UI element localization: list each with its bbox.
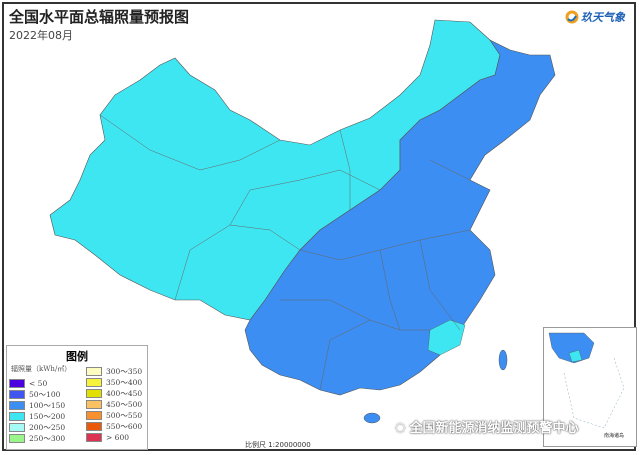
legend-label: 350～400 (106, 377, 143, 387)
legend-swatch (9, 433, 25, 443)
legend-title: 图例 (66, 350, 88, 363)
legend-swatch (86, 399, 102, 409)
legend-swatch (86, 432, 102, 442)
watermark-text: 全国新能源消纳监测预警中心 (409, 421, 579, 436)
legend-swatch (86, 377, 102, 387)
map-title: 全国水平面总辐照量预报图 (9, 8, 190, 26)
legend-label: 500～550 (106, 410, 143, 420)
legend-column-1: < 50 50～100 100～150 150～200 200～250 250～300 (9, 378, 65, 443)
legend-swatch (86, 410, 102, 420)
logo: 玖天气象 (565, 9, 625, 25)
logo-swirl-icon (565, 10, 579, 24)
legend-swatch (9, 422, 25, 432)
legend: 图例 辐照量（kWh/㎡） < 50 50～100 100～150 150～200 20… (6, 345, 148, 450)
legend-label: < 50 (29, 378, 48, 388)
legend-item: 550～600 (86, 421, 142, 431)
legend-label: 150～200 (29, 411, 66, 421)
legend-label: 50～100 (29, 389, 61, 399)
legend-unit: 辐照量（kWh/㎡） (11, 365, 72, 373)
south-china-sea-inset: 南海诸岛 (543, 327, 637, 447)
legend-item: 350～400 (86, 377, 142, 387)
province-borders (99, 114, 471, 391)
legend-label: 400～450 (106, 388, 143, 398)
legend-item: 450～500 (86, 399, 142, 409)
legend-item: 300～350 (86, 366, 142, 376)
legend-item: 50～100 (9, 389, 65, 399)
inset-label: 南海诸岛 (604, 433, 625, 439)
legend-label: 250～300 (29, 433, 66, 443)
legend-swatch (9, 400, 25, 410)
legend-swatch (9, 378, 25, 388)
map-scale: 比例尺 1:20000000 (245, 441, 311, 449)
hainan (363, 412, 381, 424)
legend-swatch (9, 411, 25, 421)
legend-swatch (86, 366, 102, 376)
legend-item: < 50 (9, 378, 65, 388)
legend-swatch (86, 421, 102, 431)
legend-item: 150～200 (9, 411, 65, 421)
legend-label: 100～150 (29, 400, 66, 410)
legend-label: 300～350 (106, 366, 143, 376)
logo-text: 玖天气象 (581, 11, 625, 24)
map-date: 2022年08月 (9, 29, 73, 42)
inset-map (548, 332, 625, 429)
legend-item: 100～150 (9, 400, 65, 410)
legend-item: 500～550 (86, 410, 142, 420)
watermark: ◌ 全国新能源消纳监测预警中心 (395, 417, 579, 437)
region-100-150 (244, 39, 556, 396)
legend-swatch (9, 389, 25, 399)
legend-item: 400～450 (86, 388, 142, 398)
legend-label: 450～500 (106, 399, 143, 409)
taiwan (498, 349, 508, 371)
legend-item: > 600 (86, 432, 142, 442)
legend-label: 200～250 (29, 422, 66, 432)
legend-item: 200～250 (9, 422, 65, 432)
region-150-200-southeast (427, 319, 466, 356)
legend-swatch (86, 388, 102, 398)
legend-label: 550～600 (106, 421, 143, 431)
legend-item: 250～300 (9, 433, 65, 443)
legend-label: > 600 (106, 432, 129, 442)
wechat-icon: ◌ (395, 419, 406, 434)
legend-column-2: 300～350 350～400 400～450 450～500 500～550 550～6… (86, 366, 142, 442)
